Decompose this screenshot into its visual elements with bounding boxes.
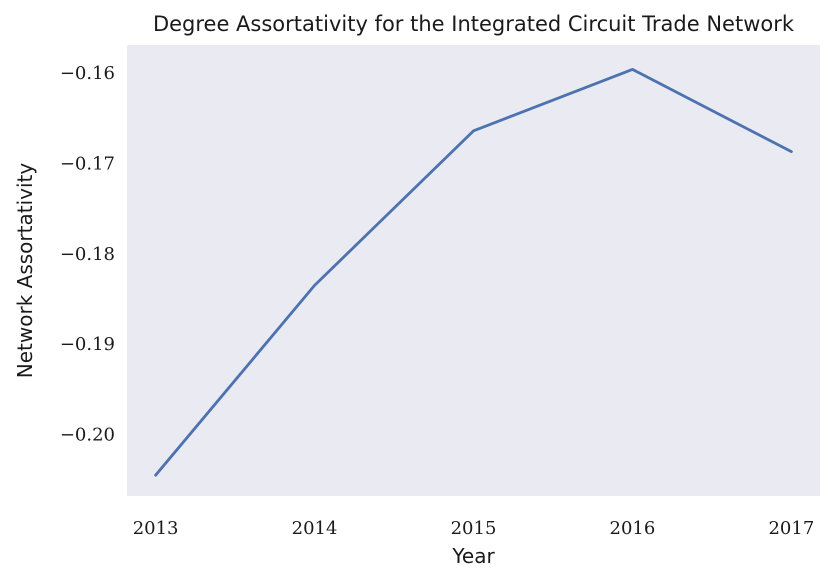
y-tick-label: −0.17 <box>60 153 115 174</box>
x-tick-label: 2014 <box>292 518 338 539</box>
x-tick-label: 2017 <box>768 518 814 539</box>
x-axis: 2013 2014 2015 2016 2017 <box>133 518 815 539</box>
y-axis: −0.16 −0.17 −0.18 −0.19 −0.20 <box>60 63 115 446</box>
plot-area <box>127 45 820 496</box>
series-line <box>154 68 793 477</box>
series-layer <box>154 68 793 477</box>
y-tick-label: −0.19 <box>60 334 115 355</box>
y-tick-label: −0.16 <box>60 63 115 84</box>
y-tick-label: −0.20 <box>60 425 115 446</box>
x-tick-label: 2016 <box>610 518 656 539</box>
y-axis-label: Network Assortativity <box>13 163 37 379</box>
y-tick-label: −0.18 <box>60 244 115 265</box>
x-tick-label: 2013 <box>133 518 179 539</box>
x-tick-label: 2015 <box>451 518 497 539</box>
x-axis-label: Year <box>451 544 495 568</box>
chart-title: Degree Assortativity for the Integrated … <box>153 12 795 36</box>
